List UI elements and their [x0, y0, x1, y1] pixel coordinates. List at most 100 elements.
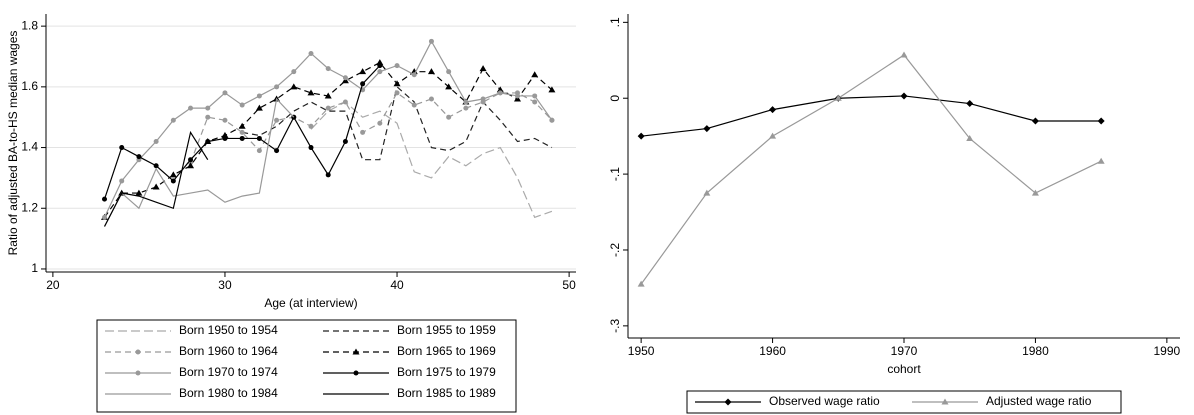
marker	[290, 83, 298, 90]
marker	[136, 154, 142, 160]
marker	[360, 129, 366, 135]
marker	[446, 114, 452, 120]
marker	[532, 93, 538, 99]
marker	[377, 69, 383, 75]
marker	[342, 138, 348, 144]
marker	[376, 59, 384, 66]
marker	[119, 145, 125, 151]
legend-marker	[135, 349, 141, 355]
series-line	[103, 97, 295, 227]
marker	[239, 135, 245, 141]
marker	[324, 92, 332, 99]
marker	[188, 105, 194, 111]
marker	[393, 80, 401, 87]
legend-label: Adjusted wage ratio	[986, 394, 1092, 408]
marker	[1031, 117, 1039, 125]
legend-label: Born 1975 to 1979	[397, 365, 496, 379]
x-axis-label: Age (at interview)	[264, 296, 357, 310]
marker	[394, 90, 400, 96]
marker	[274, 117, 280, 123]
marker	[548, 86, 556, 93]
x-tick-label: 50	[562, 278, 576, 292]
legend-box	[686, 390, 1122, 414]
legend-box	[96, 319, 517, 413]
legend-marker	[724, 398, 732, 406]
marker	[411, 72, 417, 78]
marker	[900, 92, 908, 100]
legend-label: Born 1950 to 1954	[179, 323, 278, 337]
legend-marker	[352, 348, 360, 355]
marker	[769, 106, 777, 114]
marker	[703, 189, 711, 196]
marker	[308, 145, 314, 151]
marker	[119, 178, 125, 184]
marker	[291, 69, 297, 75]
marker	[411, 102, 417, 108]
marker	[513, 95, 521, 102]
marker	[532, 99, 538, 105]
marker	[170, 117, 176, 123]
x-tick-label: 1970	[891, 344, 918, 358]
marker	[445, 83, 453, 90]
marker	[205, 114, 211, 120]
marker	[463, 99, 469, 105]
marker	[221, 131, 229, 138]
marker	[377, 120, 383, 126]
marker	[394, 63, 400, 69]
series-line	[189, 92, 553, 163]
marker	[769, 132, 777, 139]
legend-label: Born 1965 to 1969	[397, 344, 496, 358]
series-line	[103, 130, 209, 227]
marker	[342, 99, 348, 105]
legend-marker	[135, 370, 141, 376]
x-tick-label: 30	[218, 278, 232, 292]
x-tick-label: 1980	[1022, 344, 1049, 358]
marker	[255, 104, 263, 111]
marker	[1097, 157, 1105, 164]
marker	[102, 196, 108, 202]
marker	[480, 96, 486, 102]
marker	[514, 93, 520, 99]
marker	[274, 84, 280, 90]
legend-label: Born 1970 to 1974	[179, 365, 278, 379]
marker	[222, 135, 228, 141]
y-tick-label: .1	[608, 17, 622, 27]
marker	[256, 93, 262, 99]
y-tick-label: -.1	[608, 167, 622, 181]
marker	[169, 171, 177, 178]
marker	[360, 81, 366, 87]
marker	[1097, 117, 1105, 125]
y-axis-label: Ratio of adjusted BA-to-HS median wages	[6, 31, 20, 256]
legend-label: Born 1955 to 1959	[397, 323, 496, 337]
marker	[341, 77, 349, 84]
marker	[308, 50, 314, 56]
marker	[427, 68, 435, 75]
marker	[153, 163, 159, 169]
y-tick-label: 0	[608, 95, 622, 102]
marker	[256, 148, 262, 154]
marker	[205, 105, 211, 111]
x-tick-label: 40	[390, 278, 404, 292]
marker	[479, 65, 487, 72]
legend-label: Born 1960 to 1964	[179, 344, 278, 358]
y-tick-label: 1.8	[21, 18, 38, 32]
marker	[703, 125, 711, 133]
marker	[102, 214, 108, 220]
marker	[238, 122, 246, 129]
marker	[239, 102, 245, 108]
marker	[325, 172, 331, 178]
marker	[637, 132, 645, 140]
marker	[152, 183, 160, 190]
marker	[153, 138, 159, 144]
marker	[900, 51, 908, 58]
marker	[222, 90, 228, 96]
marker	[325, 105, 331, 111]
marker	[496, 86, 504, 93]
x-tick-label: 1990	[1154, 344, 1181, 358]
marker	[637, 280, 645, 287]
x-tick-label: 1960	[759, 344, 786, 358]
y-tick-label: 1.2	[21, 200, 38, 214]
legend-label: Observed wage ratio	[769, 394, 880, 408]
marker	[342, 75, 348, 81]
